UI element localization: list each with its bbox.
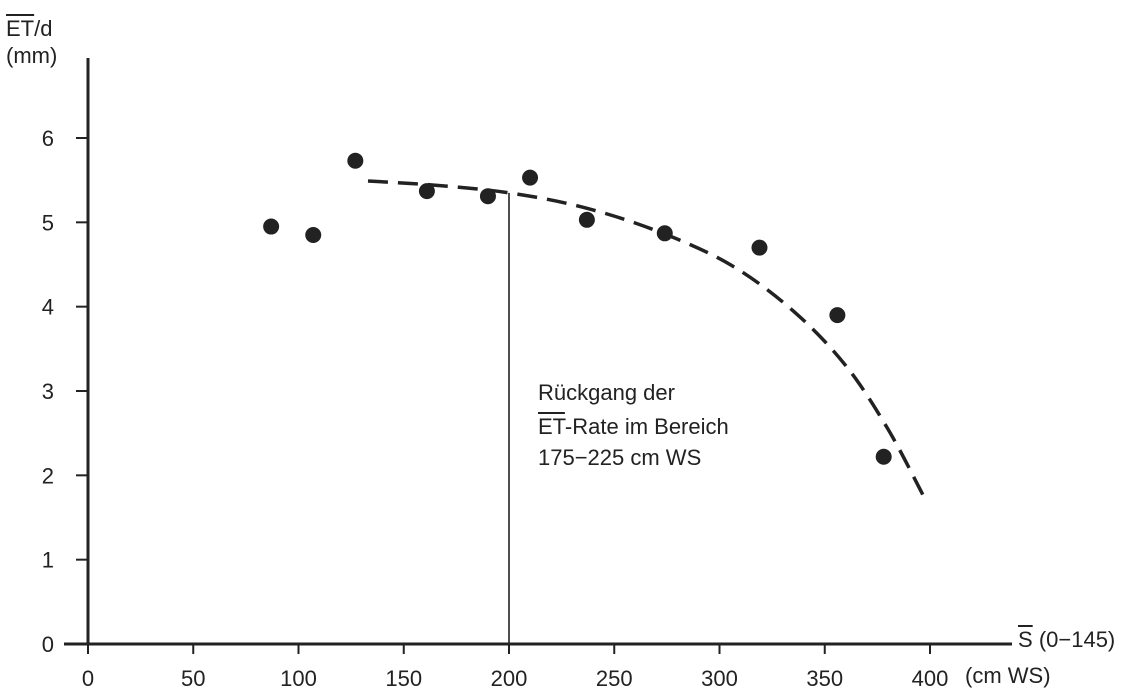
trend-curve bbox=[367, 179, 926, 498]
x-tick-label: 100 bbox=[280, 666, 317, 691]
data-point bbox=[263, 218, 280, 235]
axes bbox=[64, 58, 1012, 646]
y-tick-label: 2 bbox=[42, 463, 54, 488]
annotation-line-2: ET-Rate im Bereich bbox=[538, 414, 729, 445]
x-axis-unit: (cm WS) bbox=[965, 663, 1051, 689]
annotation-line-1: Rückgang der bbox=[538, 380, 729, 414]
x-axis-label: S (0−145) bbox=[1018, 627, 1115, 653]
trend-curve-group bbox=[367, 179, 926, 498]
data-point bbox=[418, 183, 435, 200]
x-tick-label: 350 bbox=[806, 666, 843, 691]
x-axis-label-symbol: S bbox=[1018, 627, 1033, 652]
x-tick-label: 400 bbox=[912, 666, 949, 691]
x-tick-label: 200 bbox=[491, 666, 528, 691]
y-axis-label: ET/d bbox=[6, 16, 52, 42]
y-tick-label: 0 bbox=[42, 632, 54, 657]
x-tick-label: 50 bbox=[181, 666, 205, 691]
y-tick-label: 3 bbox=[42, 379, 54, 404]
data-point bbox=[829, 307, 846, 324]
x-axis-label-suffix: (0−145) bbox=[1038, 627, 1116, 652]
x-tick-label: 300 bbox=[701, 666, 738, 691]
data-point bbox=[347, 152, 364, 169]
annotation-line-2-symbol: ET bbox=[538, 414, 565, 439]
x-tick-label: 0 bbox=[82, 666, 94, 691]
y-axis-label-suffix: /d bbox=[34, 16, 53, 41]
annotation-line-3-text: 175−225 cm WS bbox=[538, 445, 702, 470]
data-point bbox=[751, 239, 768, 256]
data-points bbox=[263, 152, 892, 465]
y-axis-unit-text: (mm) bbox=[6, 43, 58, 68]
annotation-line-3: 175−225 cm WS bbox=[538, 445, 729, 471]
x-axis-unit-text: (cm WS) bbox=[965, 663, 1051, 688]
y-tick-label: 6 bbox=[42, 126, 54, 151]
y-tick-label: 5 bbox=[42, 210, 54, 235]
data-point bbox=[522, 169, 539, 186]
x-tick-label: 250 bbox=[596, 666, 633, 691]
y-tick-label: 1 bbox=[42, 548, 54, 573]
annotation-line-1-text: Rückgang der bbox=[538, 380, 675, 405]
data-point bbox=[875, 448, 892, 465]
ticks: 0 50 100 150 200 250 300 350 400 0 1 2 3 4 5 6 bbox=[42, 126, 949, 691]
y-axis-unit: (mm) bbox=[6, 43, 57, 69]
data-point bbox=[578, 211, 595, 228]
data-point bbox=[305, 226, 322, 243]
annotation: Rückgang der ET-Rate im Bereich 175−225 … bbox=[538, 380, 729, 471]
x-tick-label: 150 bbox=[385, 666, 422, 691]
y-axis-label-symbol: ET bbox=[6, 16, 35, 41]
annotation-line-2-rest: -Rate im Bereich bbox=[564, 414, 729, 439]
y-tick-label: 4 bbox=[42, 295, 54, 320]
data-point bbox=[479, 188, 496, 205]
data-point bbox=[656, 225, 673, 242]
